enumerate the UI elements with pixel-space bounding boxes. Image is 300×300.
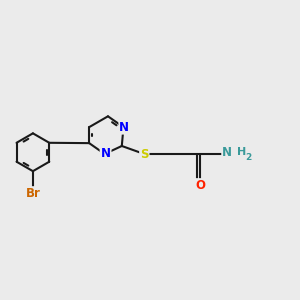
Text: O: O xyxy=(195,179,205,192)
Text: H: H xyxy=(237,147,247,157)
Text: N: N xyxy=(119,121,129,134)
Text: N: N xyxy=(222,146,232,159)
Text: Br: Br xyxy=(26,187,40,200)
Text: 2: 2 xyxy=(245,153,251,162)
Text: N: N xyxy=(100,148,111,160)
Text: S: S xyxy=(140,148,148,160)
